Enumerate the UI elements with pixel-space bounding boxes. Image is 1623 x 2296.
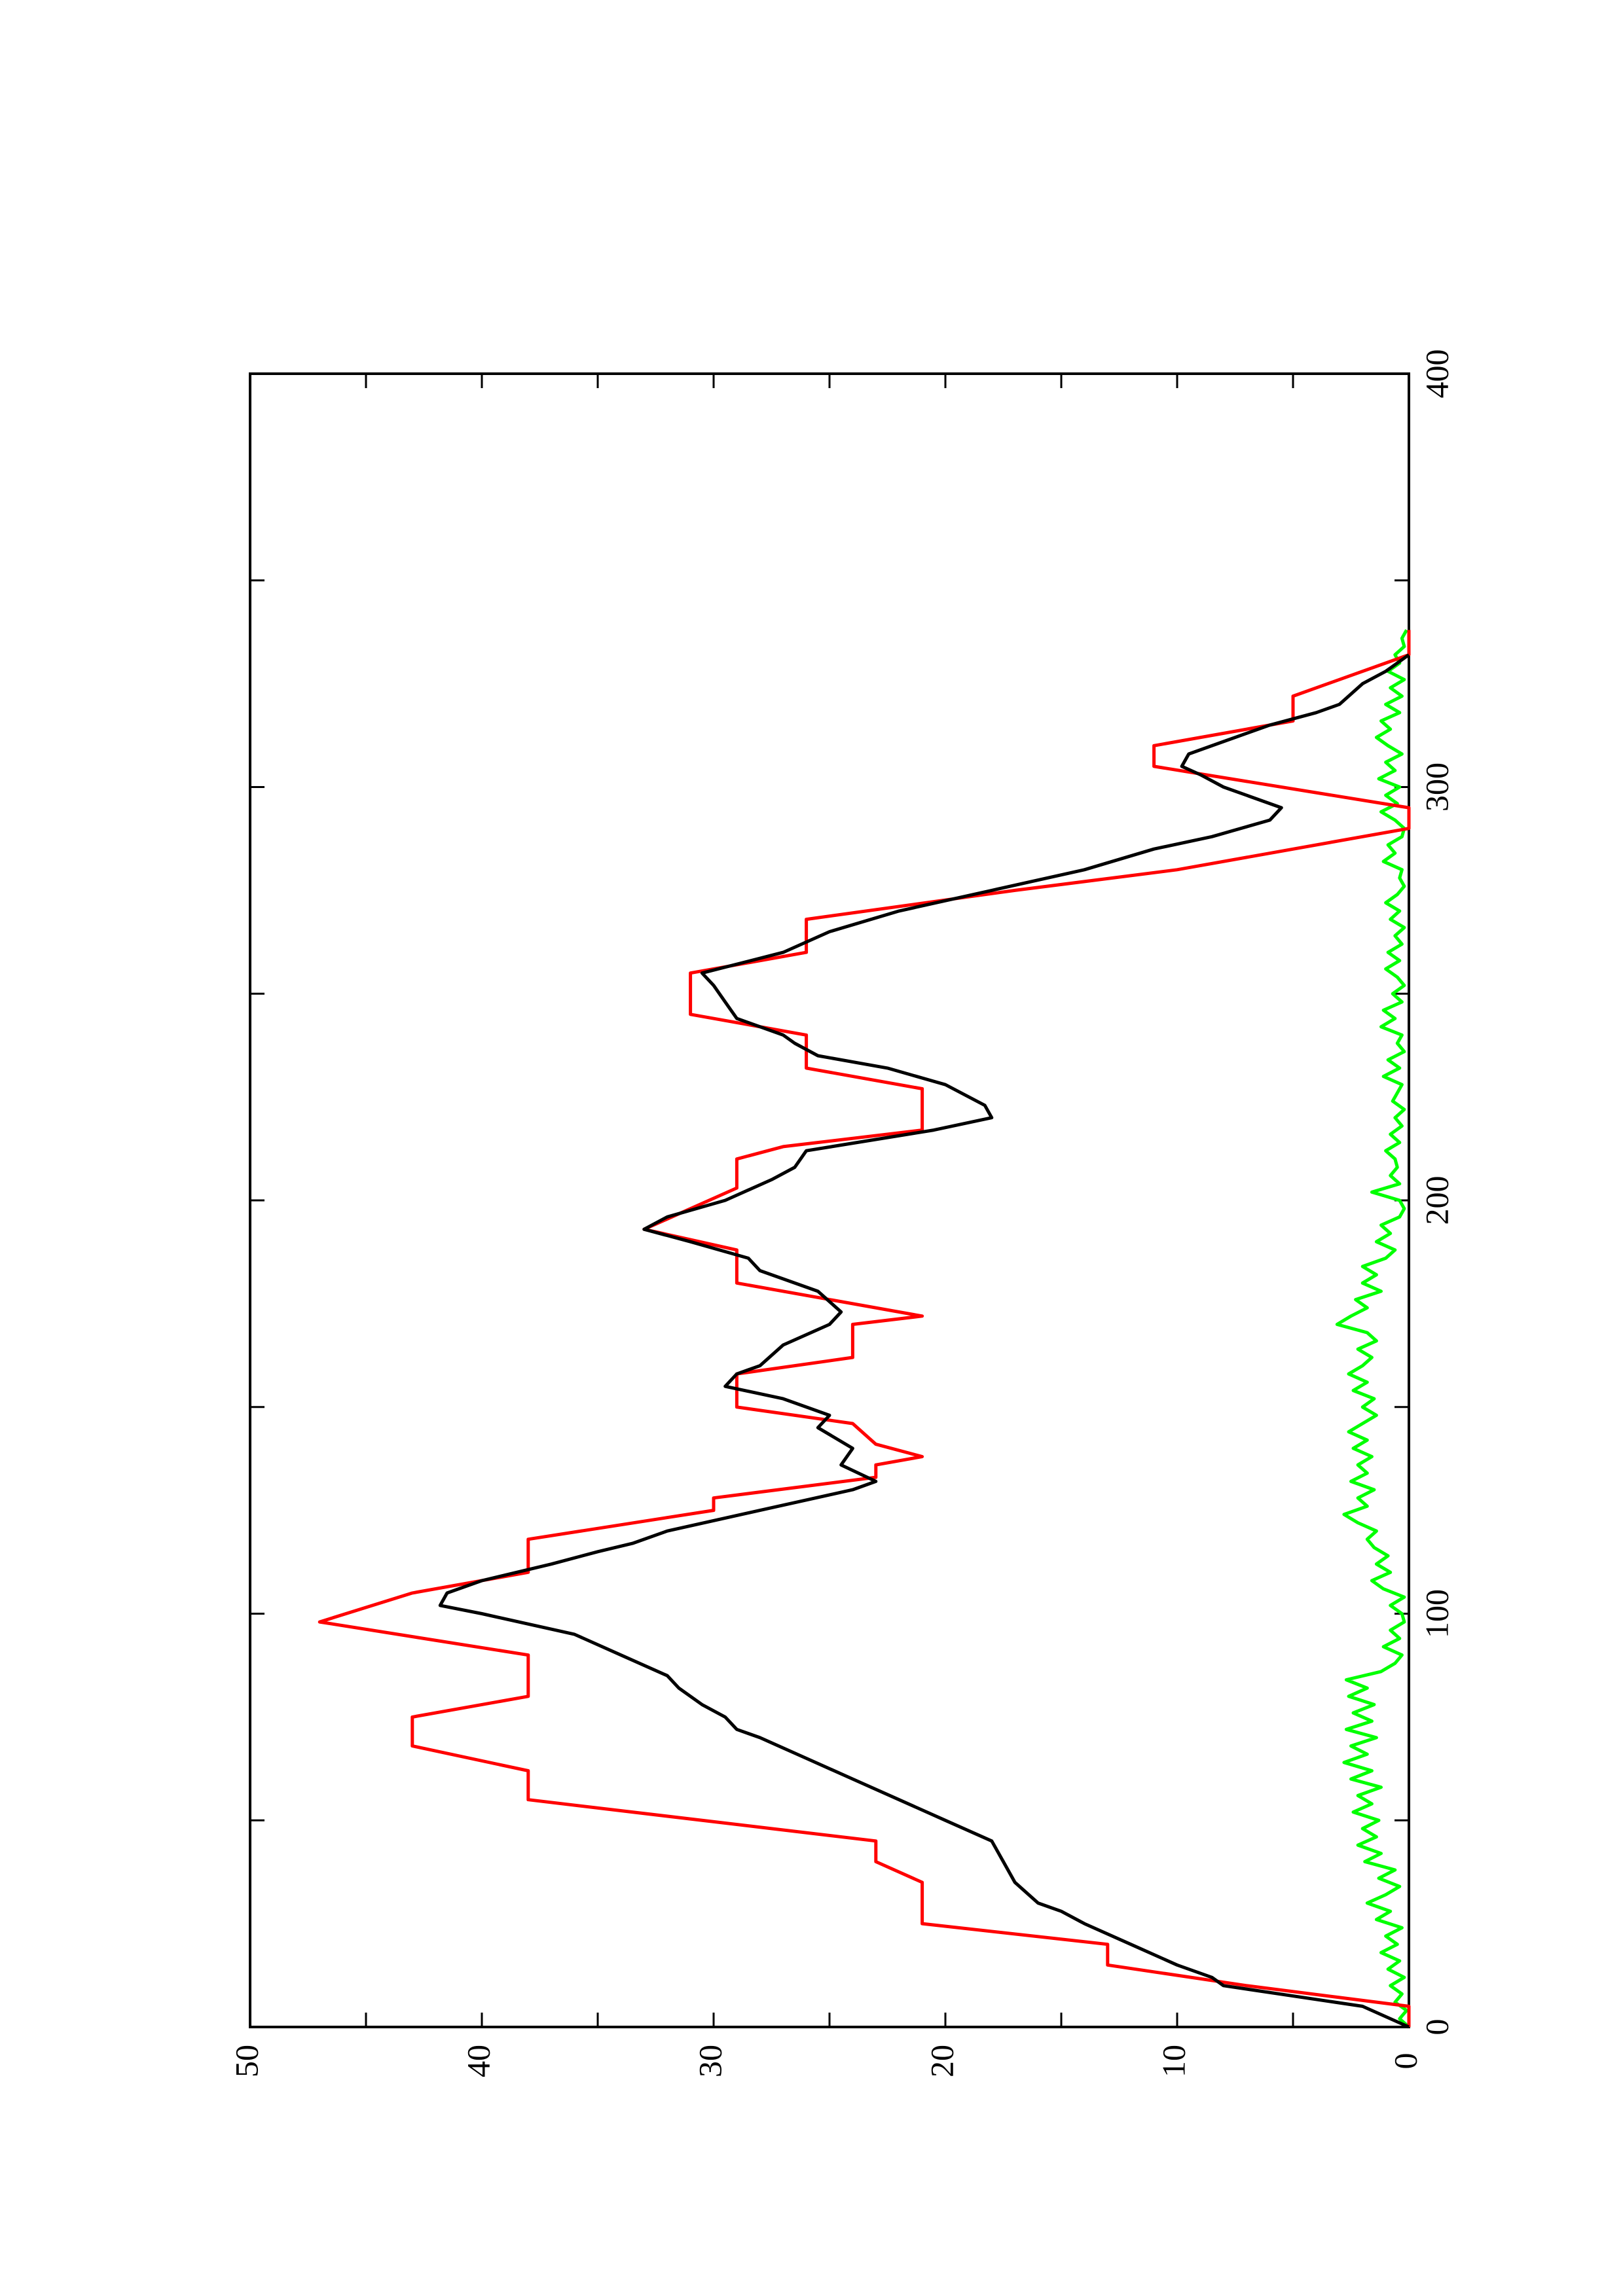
series-layer bbox=[318, 629, 1411, 2029]
axis-ticks bbox=[249, 372, 1410, 2028]
series-black-line bbox=[438, 653, 1410, 2029]
y-tick-label: 10 bbox=[1155, 2045, 1192, 2077]
y-tick-label: 30 bbox=[691, 2045, 728, 2077]
y-tick-label: 0 bbox=[1387, 2053, 1423, 2070]
x-tick-label: 100 bbox=[1418, 1589, 1455, 1638]
y-tick-label: 20 bbox=[923, 2045, 960, 2077]
series-green-line bbox=[1335, 629, 1410, 2028]
x-tick-label: 300 bbox=[1418, 762, 1455, 812]
plot-frame bbox=[249, 372, 1410, 2028]
x-tick-label: 400 bbox=[1418, 350, 1455, 399]
tick-labels: 0 100 200 300 400 0 10 20 30 40 50 bbox=[228, 350, 1455, 2078]
y-tick-label: 40 bbox=[460, 2045, 496, 2077]
x-tick-label: 200 bbox=[1418, 1176, 1455, 1225]
x-tick-label: 0 bbox=[1418, 2019, 1455, 2036]
y-tick-label: 50 bbox=[228, 2045, 264, 2077]
series-red-step-line bbox=[318, 630, 1411, 2027]
